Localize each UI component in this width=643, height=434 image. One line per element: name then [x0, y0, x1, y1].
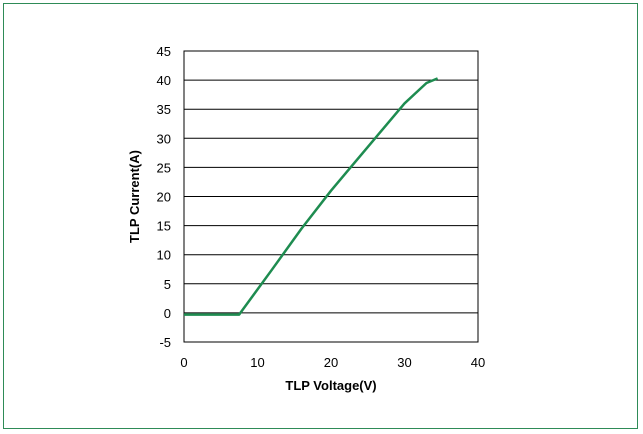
- y-tick-label: 0: [164, 306, 171, 321]
- x-tick-label: 30: [397, 355, 411, 370]
- y-tick-label: 30: [157, 131, 171, 146]
- y-tick-label: 25: [157, 160, 171, 175]
- chart-frame: [3, 3, 638, 429]
- x-tick-label: 10: [250, 355, 264, 370]
- x-tick-label: 40: [471, 355, 485, 370]
- y-tick-label: 5: [164, 277, 171, 292]
- y-tick-label: 40: [157, 73, 171, 88]
- series-line: [184, 77, 439, 316]
- y-axis-title: TLP Current(A): [127, 150, 142, 243]
- x-tick-label: 0: [180, 355, 187, 370]
- y-tick-label: 20: [157, 190, 171, 205]
- y-tick-label: -5: [159, 335, 171, 350]
- y-tick-label: 35: [157, 102, 171, 117]
- y-tick-labels: -5 0 5 10 15 20 25 30 35 40 45: [157, 44, 171, 350]
- y-tick-label: 15: [157, 219, 171, 234]
- x-tick-label: 20: [324, 355, 338, 370]
- x-tick-labels: 0 10 20 30 40: [180, 355, 485, 370]
- y-tick-label: 10: [157, 248, 171, 263]
- plot-area: [183, 50, 479, 343]
- x-axis-title: TLP Voltage(V): [285, 378, 376, 393]
- grid-lines: [184, 79, 478, 314]
- y-tick-label: 45: [157, 44, 171, 59]
